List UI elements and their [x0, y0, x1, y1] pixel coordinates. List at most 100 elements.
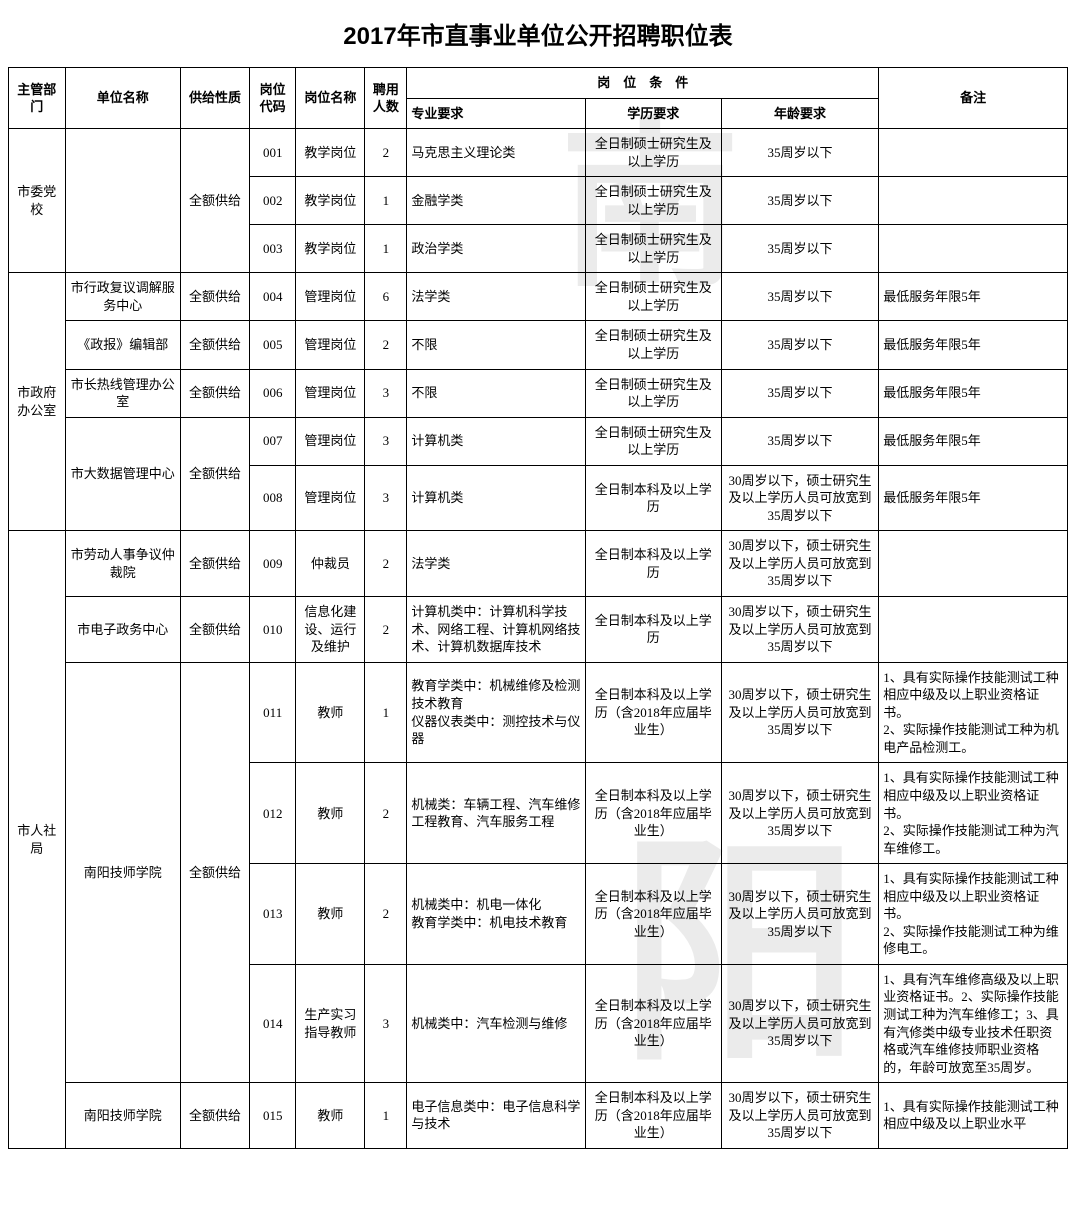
cell-major: 机械类中：机电一体化 教育学类中：机电技术教育	[407, 864, 585, 965]
cell-major: 政治学类	[407, 225, 585, 273]
cell-code: 004	[250, 273, 296, 321]
th-cond: 岗 位 条 件	[407, 68, 879, 99]
cell-remark: 1、具有实际操作技能测试工种相应中级及以上职业资格证书。 2、实际操作技能测试工…	[879, 662, 1068, 763]
cell-major: 计算机类	[407, 417, 585, 465]
cell-edu: 全日制硕士研究生及以上学历	[585, 417, 721, 465]
cell-age: 35周岁以下	[721, 417, 878, 465]
cell-dept: 市政府办公室	[9, 273, 66, 531]
cell-post: 生产实习指导教师	[296, 964, 365, 1082]
cell-num: 1	[365, 662, 407, 763]
cell-major: 法学类	[407, 531, 585, 597]
cell-remark: 1、具有汽车维修高级及以上职业资格证书。2、实际操作技能测试工种为汽车维修工；3…	[879, 964, 1068, 1082]
cell-supply: 全额供给	[180, 417, 249, 531]
cell-remark	[879, 177, 1068, 225]
cell-unit: 市行政复议调解服务中心	[65, 273, 180, 321]
cell-supply: 全额供给	[180, 129, 249, 273]
cell-age: 35周岁以下	[721, 273, 878, 321]
cell-age: 35周岁以下	[721, 177, 878, 225]
cell-num: 3	[365, 465, 407, 531]
cell-remark: 1、具有实际操作技能测试工种相应中级及以上职业资格证书。 2、实际操作技能测试工…	[879, 763, 1068, 864]
cell-post: 教学岗位	[296, 177, 365, 225]
cell-num: 6	[365, 273, 407, 321]
cell-remark: 最低服务年限5年	[879, 417, 1068, 465]
cell-code: 010	[250, 597, 296, 663]
table-row: 市人社局市劳动人事争议仲裁院全额供给009仲裁员2法学类全日制本科及以上学历30…	[9, 531, 1068, 597]
cell-post: 教师	[296, 1083, 365, 1149]
cell-edu: 全日制本科及以上学历	[585, 531, 721, 597]
cell-post: 管理岗位	[296, 465, 365, 531]
cell-remark: 1、具有实际操作技能测试工种相应中级及以上职业水平	[879, 1083, 1068, 1149]
table-row: 《政报》编辑部全额供给005管理岗位2不限全日制硕士研究生及以上学历35周岁以下…	[9, 321, 1068, 369]
page-title: 2017年市直事业单位公开招聘职位表	[8, 16, 1068, 51]
cell-remark	[879, 225, 1068, 273]
cell-age: 30周岁以下，硕士研究生及以上学历人员可放宽到35周岁以下	[721, 964, 878, 1082]
cell-num: 1	[365, 177, 407, 225]
cell-num: 3	[365, 369, 407, 417]
cell-post: 管理岗位	[296, 417, 365, 465]
cell-post: 教师	[296, 763, 365, 864]
cell-age: 35周岁以下	[721, 129, 878, 177]
cell-major: 机械类：车辆工程、汽车维修工程教育、汽车服务工程	[407, 763, 585, 864]
cell-unit: 南阳技师学院	[65, 662, 180, 1082]
th-edu: 学历要求	[585, 98, 721, 129]
cell-supply: 全额供给	[180, 1083, 249, 1149]
cell-edu: 全日制硕士研究生及以上学历	[585, 129, 721, 177]
cell-edu: 全日制本科及以上学历	[585, 597, 721, 663]
cell-edu: 全日制本科及以上学历（含2018年应届毕业生）	[585, 662, 721, 763]
cell-post: 教学岗位	[296, 225, 365, 273]
cell-age: 30周岁以下，硕士研究生及以上学历人员可放宽到35周岁以下	[721, 1083, 878, 1149]
cell-num: 2	[365, 129, 407, 177]
cell-num: 3	[365, 964, 407, 1082]
cell-remark: 最低服务年限5年	[879, 465, 1068, 531]
cell-code: 013	[250, 864, 296, 965]
cell-remark: 最低服务年限5年	[879, 321, 1068, 369]
cell-supply: 全额供给	[180, 531, 249, 597]
cell-remark	[879, 597, 1068, 663]
cell-edu: 全日制本科及以上学历（含2018年应届毕业生）	[585, 864, 721, 965]
th-major: 专业要求	[407, 98, 585, 129]
cell-num: 2	[365, 864, 407, 965]
table-row: 市政府办公室市行政复议调解服务中心全额供给004管理岗位6法学类全日制硕士研究生…	[9, 273, 1068, 321]
cell-code: 002	[250, 177, 296, 225]
cell-code: 006	[250, 369, 296, 417]
cell-supply: 全额供给	[180, 597, 249, 663]
cell-major: 法学类	[407, 273, 585, 321]
cell-edu: 全日制本科及以上学历	[585, 465, 721, 531]
cell-unit: 市电子政务中心	[65, 597, 180, 663]
recruitment-table: 主管部门 单位名称 供给性质 岗位代码 岗位名称 聘用人数 岗 位 条 件 备注…	[8, 67, 1068, 1149]
cell-edu: 全日制本科及以上学历（含2018年应届毕业生）	[585, 964, 721, 1082]
cell-num: 2	[365, 531, 407, 597]
cell-edu: 全日制硕士研究生及以上学历	[585, 273, 721, 321]
cell-edu: 全日制本科及以上学历（含2018年应届毕业生）	[585, 763, 721, 864]
table-body: 市委党校全额供给001教学岗位2马克思主义理论类全日制硕士研究生及以上学历35周…	[9, 129, 1068, 1149]
th-post: 岗位名称	[296, 68, 365, 129]
th-remark: 备注	[879, 68, 1068, 129]
cell-num: 2	[365, 321, 407, 369]
cell-unit	[65, 129, 180, 273]
cell-supply: 全额供给	[180, 273, 249, 321]
cell-edu: 全日制硕士研究生及以上学历	[585, 321, 721, 369]
cell-unit: 市长热线管理办公室	[65, 369, 180, 417]
cell-major: 马克思主义理论类	[407, 129, 585, 177]
cell-edu: 全日制硕士研究生及以上学历	[585, 177, 721, 225]
cell-unit: 市大数据管理中心	[65, 417, 180, 531]
cell-num: 1	[365, 225, 407, 273]
th-age: 年龄要求	[721, 98, 878, 129]
cell-age: 30周岁以下，硕士研究生及以上学历人员可放宽到35周岁以下	[721, 465, 878, 531]
cell-post: 教师	[296, 662, 365, 763]
cell-edu: 全日制硕士研究生及以上学历	[585, 369, 721, 417]
cell-code: 001	[250, 129, 296, 177]
cell-major: 不限	[407, 369, 585, 417]
cell-num: 3	[365, 417, 407, 465]
cell-supply: 全额供给	[180, 662, 249, 1082]
cell-age: 30周岁以下，硕士研究生及以上学历人员可放宽到35周岁以下	[721, 662, 878, 763]
th-code: 岗位代码	[250, 68, 296, 129]
th-dept: 主管部门	[9, 68, 66, 129]
cell-unit: 市劳动人事争议仲裁院	[65, 531, 180, 597]
table-row: 南阳技师学院全额供给015教师1电子信息类中：电子信息科学与技术全日制本科及以上…	[9, 1083, 1068, 1149]
cell-num: 1	[365, 1083, 407, 1149]
cell-age: 35周岁以下	[721, 369, 878, 417]
cell-age: 30周岁以下，硕士研究生及以上学历人员可放宽到35周岁以下	[721, 864, 878, 965]
cell-post: 教学岗位	[296, 129, 365, 177]
table-row: 市长热线管理办公室全额供给006管理岗位3不限全日制硕士研究生及以上学历35周岁…	[9, 369, 1068, 417]
